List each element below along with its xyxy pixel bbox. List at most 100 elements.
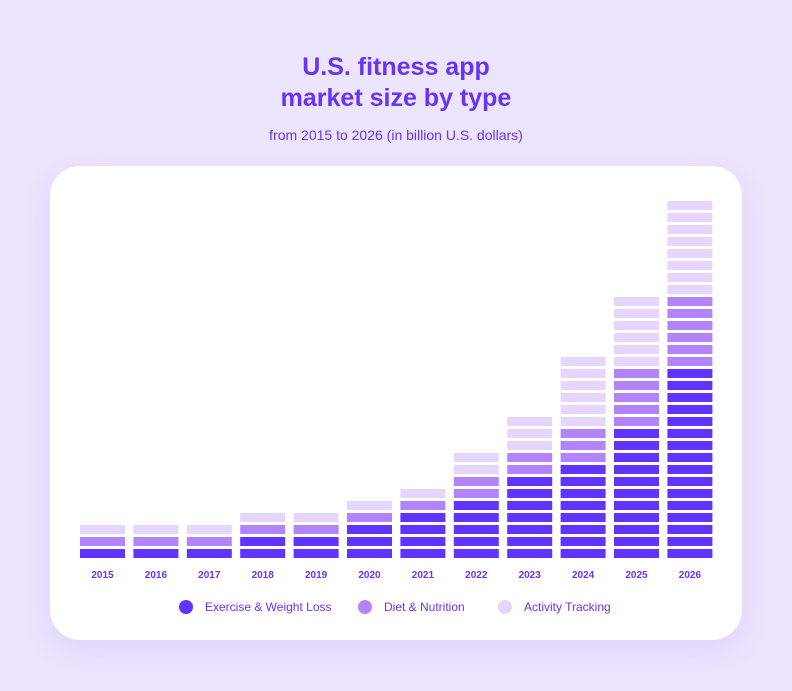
- bar-unit-2022-series-0: [453, 537, 499, 546]
- bar-unit-2026-series-1: [667, 357, 713, 366]
- bar-unit-2019-series-2: [293, 513, 339, 522]
- bar-unit-2025-series-0: [614, 525, 659, 534]
- bar-unit-2019-series-1: [293, 525, 339, 534]
- bar-unit-2025-series-0: [614, 501, 659, 510]
- bar-unit-2022-series-2: [453, 453, 499, 462]
- legend-item-activity: Activity Tracking: [498, 600, 611, 614]
- x-tick-label: 2025: [625, 570, 648, 581]
- bar-unit-2026-series-1: [667, 345, 713, 354]
- bar-unit-2025-series-2: [614, 309, 659, 318]
- bar-unit-2017-series-2: [186, 525, 232, 534]
- bar-unit-2022-series-0: [453, 549, 499, 558]
- bar-unit-2026-series-0: [667, 537, 713, 546]
- bar-unit-2024-series-0: [560, 465, 606, 474]
- bar-unit-2016-series-2: [133, 525, 179, 534]
- bar-unit-2026-series-1: [667, 297, 713, 306]
- bar-unit-2022-series-0: [453, 513, 499, 522]
- x-tick-label: 2021: [412, 570, 435, 581]
- bar-unit-2026-series-0: [667, 393, 713, 402]
- bar-unit-2025-series-0: [614, 489, 659, 498]
- bar-unit-2018-series-0: [240, 549, 286, 558]
- bar-unit-2020-series-0: [347, 549, 392, 558]
- bar-unit-2024-series-1: [560, 441, 606, 450]
- bar-unit-2022-series-1: [453, 489, 499, 498]
- bar-unit-2024-series-2: [560, 369, 606, 378]
- bar-unit-2023-series-0: [507, 477, 553, 486]
- bar-unit-2023-series-0: [507, 549, 553, 558]
- bar-unit-2026-series-0: [667, 525, 713, 534]
- bar-unit-2020-series-0: [347, 525, 392, 534]
- bar-unit-2016-series-1: [133, 537, 179, 546]
- bar-unit-2021-series-2: [400, 489, 446, 498]
- bar-unit-2026-series-0: [667, 417, 713, 426]
- bar-unit-2021-series-1: [400, 501, 446, 510]
- x-tick-label: 2018: [252, 570, 275, 581]
- bar-unit-2025-series-0: [614, 441, 659, 450]
- bar-unit-2021-series-0: [400, 537, 446, 546]
- bar-unit-2025-series-1: [614, 381, 659, 390]
- legend: Exercise & Weight Loss Diet & Nutrition …: [0, 600, 792, 618]
- bar-unit-2025-series-1: [614, 369, 659, 378]
- bar-unit-2023-series-0: [507, 501, 553, 510]
- bar-unit-2026-series-2: [667, 225, 713, 234]
- bar-unit-2024-series-2: [560, 357, 606, 366]
- bar-unit-2020-series-1: [347, 513, 392, 522]
- x-tick-label: 2019: [305, 570, 328, 581]
- bar-unit-2026-series-2: [667, 237, 713, 246]
- legend-swatch: [179, 600, 193, 614]
- bar-unit-2022-series-0: [453, 501, 499, 510]
- bar-unit-2023-series-1: [507, 453, 553, 462]
- bar-unit-2019-series-0: [293, 537, 339, 546]
- bar-unit-2026-series-2: [667, 201, 713, 210]
- bar-unit-2026-series-0: [667, 549, 713, 558]
- bar-unit-2024-series-2: [560, 417, 606, 426]
- bar-unit-2025-series-1: [614, 393, 659, 402]
- chart-subtitle: from 2015 to 2026 (in billion U.S. dolla…: [269, 127, 523, 143]
- bar-unit-2022-series-2: [453, 465, 499, 474]
- bar-unit-2024-series-1: [560, 453, 606, 462]
- bar-unit-2024-series-2: [560, 405, 606, 414]
- bar-unit-2026-series-0: [667, 465, 713, 474]
- legend-swatch: [358, 600, 372, 614]
- legend-swatch: [498, 600, 512, 614]
- bar-unit-2026-series-0: [667, 441, 713, 450]
- chart-title-line2: market size by type: [280, 84, 512, 112]
- legend-label: Diet & Nutrition: [384, 600, 465, 614]
- bar-unit-2024-series-0: [560, 489, 606, 498]
- bar-unit-2016-series-0: [133, 549, 179, 558]
- x-tick-label: 2023: [519, 570, 542, 581]
- bar-unit-2026-series-0: [667, 513, 713, 522]
- bar-unit-2022-series-0: [453, 525, 499, 534]
- bar-unit-2023-series-1: [507, 465, 553, 474]
- bar-unit-2023-series-0: [507, 513, 553, 522]
- bar-unit-2024-series-0: [560, 501, 606, 510]
- x-tick-label: 2016: [145, 570, 168, 581]
- bar-unit-2023-series-2: [507, 429, 553, 438]
- bar-unit-2026-series-2: [667, 285, 713, 294]
- bar-unit-2015-series-1: [80, 537, 125, 546]
- bar-unit-2026-series-1: [667, 333, 713, 342]
- bar-unit-2026-series-2: [667, 249, 713, 258]
- bar-unit-2015-series-2: [80, 525, 125, 534]
- bar-unit-2026-series-0: [667, 501, 713, 510]
- bar-unit-2023-series-0: [507, 525, 553, 534]
- bar-unit-2025-series-2: [614, 333, 659, 342]
- bar-unit-2025-series-0: [614, 537, 659, 546]
- bar-unit-2025-series-1: [614, 417, 659, 426]
- bar-unit-2025-series-2: [614, 357, 659, 366]
- bar-unit-2020-series-0: [347, 537, 392, 546]
- bar-unit-2026-series-0: [667, 381, 713, 390]
- bar-unit-2024-series-0: [560, 537, 606, 546]
- bar-unit-2021-series-0: [400, 525, 446, 534]
- bar-unit-2025-series-1: [614, 405, 659, 414]
- bar-unit-2024-series-0: [560, 477, 606, 486]
- bar-unit-2023-series-2: [507, 417, 553, 426]
- bar-unit-2019-series-0: [293, 549, 339, 558]
- bar-unit-2024-series-1: [560, 429, 606, 438]
- legend-label: Activity Tracking: [524, 600, 611, 614]
- chart-title-line1: U.S. fitness app: [302, 53, 490, 81]
- bar-unit-2018-series-2: [240, 513, 286, 522]
- bar-unit-2021-series-0: [400, 549, 446, 558]
- bar-unit-2025-series-2: [614, 321, 659, 330]
